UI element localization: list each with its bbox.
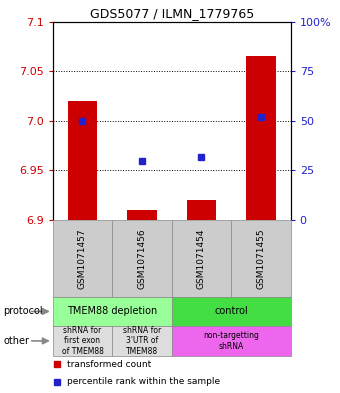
Text: transformed count: transformed count	[67, 360, 151, 369]
Text: shRNA for
first exon
of TMEM88: shRNA for first exon of TMEM88	[62, 326, 103, 356]
Bar	[68, 101, 97, 220]
Text: GSM1071457: GSM1071457	[78, 228, 87, 289]
Text: protocol: protocol	[3, 307, 43, 316]
Bar	[172, 297, 291, 326]
Bar	[53, 297, 172, 326]
Text: other: other	[3, 336, 29, 346]
Text: GSM1071454: GSM1071454	[197, 228, 206, 288]
Title: GDS5077 / ILMN_1779765: GDS5077 / ILMN_1779765	[89, 7, 254, 20]
Text: shRNA for
3'UTR of
TMEM88: shRNA for 3'UTR of TMEM88	[123, 326, 161, 356]
Text: TMEM88 depletion: TMEM88 depletion	[67, 307, 157, 316]
Bar	[127, 210, 157, 220]
Bar	[53, 220, 112, 297]
Bar	[172, 220, 231, 297]
Bar	[172, 326, 291, 356]
Bar	[53, 326, 112, 356]
Text: GSM1071456: GSM1071456	[137, 228, 147, 289]
Bar	[187, 200, 216, 220]
Text: GSM1071455: GSM1071455	[256, 228, 266, 289]
Bar	[231, 220, 291, 297]
Bar	[246, 56, 276, 220]
Bar	[112, 220, 172, 297]
Text: control: control	[214, 307, 248, 316]
Text: non-targetting
shRNA: non-targetting shRNA	[203, 331, 259, 351]
Bar	[112, 326, 172, 356]
Text: percentile rank within the sample: percentile rank within the sample	[67, 377, 220, 386]
